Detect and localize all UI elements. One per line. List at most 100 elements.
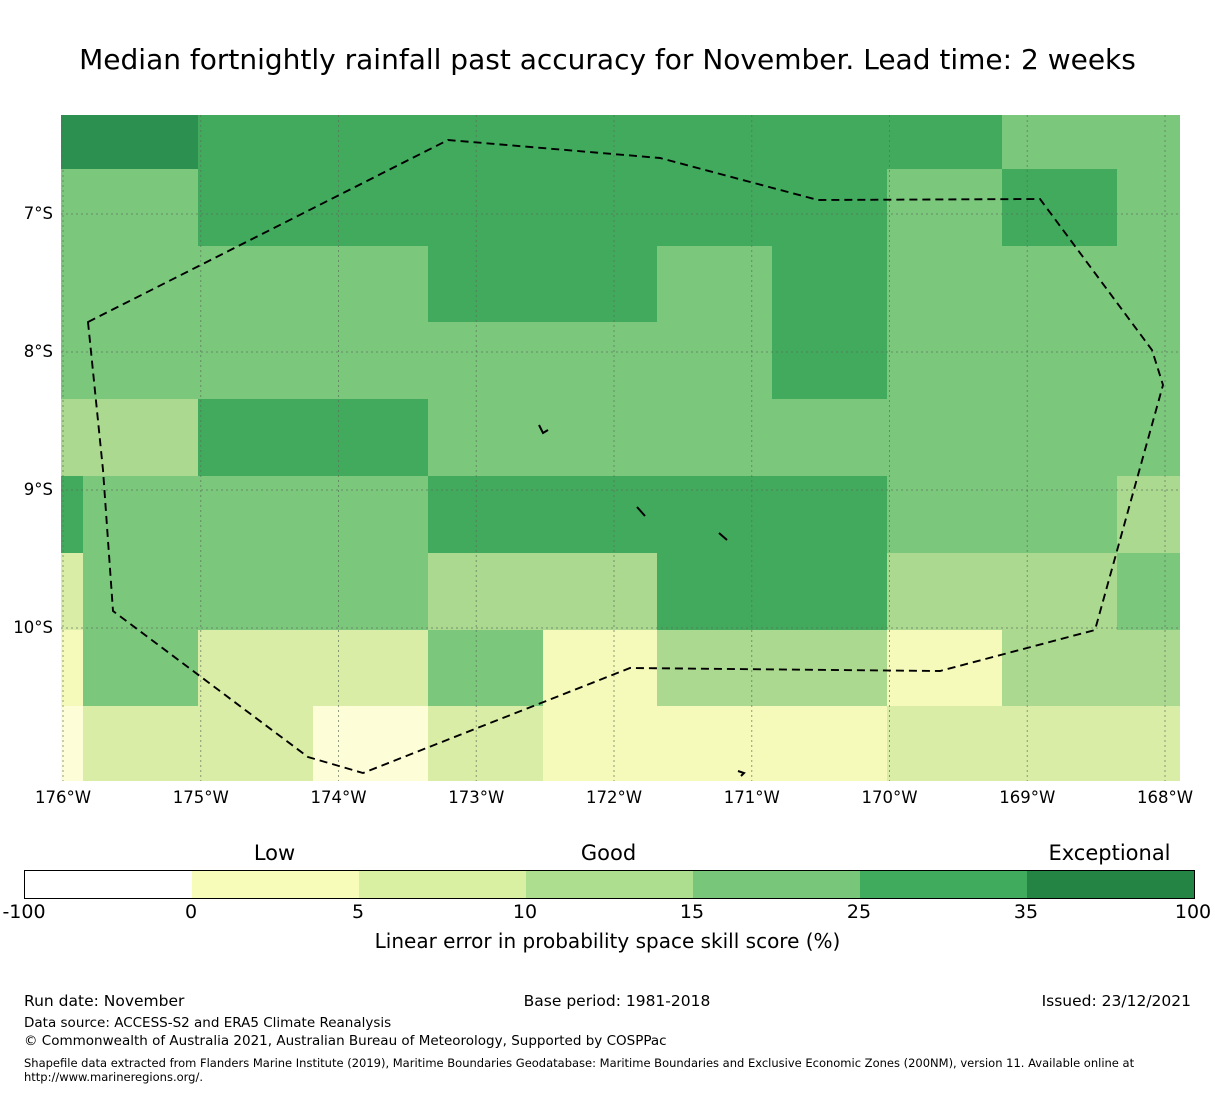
heatmap-cell <box>428 169 543 246</box>
heatmap-cell <box>657 553 772 630</box>
heatmap-cell <box>61 706 83 781</box>
heatmap-cell <box>887 115 1002 169</box>
heatmap-cell <box>657 399 772 476</box>
heatmap-cell <box>772 169 887 246</box>
heatmap-cell <box>428 246 543 322</box>
heatmap-cell <box>83 115 198 169</box>
heatmap-cell <box>543 706 657 781</box>
x-tick-label: 172°W <box>585 788 643 807</box>
heatmap-cell <box>772 706 887 781</box>
heatmap-cell <box>657 322 772 399</box>
eez-boundary-outline <box>86 139 1164 775</box>
heatmap-cell <box>313 553 428 630</box>
heatmap-cell <box>1117 630 1180 706</box>
heatmap-cell <box>198 630 313 706</box>
heatmap-cell <box>313 246 428 322</box>
heatmap-cell <box>772 322 887 399</box>
colorbar-category-label: Low <box>253 841 296 865</box>
heatmap-cell <box>1117 476 1180 553</box>
heatmap-cell <box>1117 169 1180 246</box>
colorbar-segment <box>1027 871 1194 898</box>
heatmap-cell <box>887 246 1002 322</box>
heatmap-cell <box>428 630 543 706</box>
base-period-text: Base period: 1981-2018 <box>523 992 711 1010</box>
heatmap-cell <box>61 553 83 630</box>
heatmap-cell <box>1002 399 1117 476</box>
x-tick-label: 174°W <box>310 788 367 807</box>
heatmap-cell <box>657 476 772 553</box>
heatmap-cell <box>543 476 657 553</box>
heatmap-cell <box>772 630 887 706</box>
colorbar-axis-label: Linear error in probability space skill … <box>374 929 841 953</box>
heatmap-cell <box>1117 115 1180 169</box>
heatmap-cell <box>198 553 313 630</box>
island-mark <box>718 532 728 541</box>
colorbar-tick-label: -100 <box>2 901 46 923</box>
chart-title: Median fortnightly rainfall past accurac… <box>79 42 1136 76</box>
heatmap-cell <box>83 630 198 706</box>
colorbar <box>24 870 1195 899</box>
heatmap-cell <box>1117 706 1180 781</box>
heatmap-cell <box>313 476 428 553</box>
heatmap-cell <box>313 115 428 169</box>
heatmap-cell <box>83 399 198 476</box>
heatmap-cell <box>772 399 887 476</box>
heatmap-cell <box>198 115 313 169</box>
heatmap-cell <box>543 322 657 399</box>
colorbar-tick-label: 15 <box>679 901 705 923</box>
heatmap-cells-layer <box>61 115 1180 781</box>
heatmap-cell <box>61 630 83 706</box>
x-tick-label: 171°W <box>723 788 780 807</box>
heatmap-cell <box>83 246 198 322</box>
heatmap-cell <box>657 706 772 781</box>
heatmap-cell <box>543 169 657 246</box>
heatmap-cell <box>657 169 772 246</box>
colorbar-segment <box>526 871 693 898</box>
heatmap-cell <box>428 399 543 476</box>
copyright-text: © Commonwealth of Australia 2021, Austra… <box>24 1033 667 1049</box>
heatmap-plot-area <box>61 115 1180 781</box>
island-mark <box>538 424 549 435</box>
colorbar-segment <box>693 871 860 898</box>
colorbar-tick-label: 10 <box>512 901 538 923</box>
island-marks-layer <box>538 424 746 777</box>
heatmap-cell <box>1002 476 1117 553</box>
y-tick-label: 9°S <box>23 480 53 499</box>
colorbar-tick-label: 35 <box>1013 901 1039 923</box>
issued-date-text: Issued: 23/12/2021 <box>1041 992 1191 1010</box>
heatmap-cell <box>61 476 83 553</box>
heatmap-cell <box>428 706 543 781</box>
x-tick-label: 175°W <box>172 788 229 807</box>
heatmap-cell <box>61 246 83 322</box>
heatmap-cell <box>198 246 313 322</box>
heatmap-cell <box>198 169 313 246</box>
heatmap-cell <box>198 322 313 399</box>
heatmap-cell <box>313 322 428 399</box>
heatmap-cell <box>543 553 657 630</box>
island-mark <box>737 770 746 777</box>
colorbar-segment <box>860 871 1027 898</box>
heatmap-cell <box>543 399 657 476</box>
heatmap-cell <box>772 476 887 553</box>
heatmap-cell <box>198 399 313 476</box>
heatmap-cell <box>887 322 1002 399</box>
x-tick-label: 169°W <box>999 788 1056 807</box>
heatmap-cell <box>313 630 428 706</box>
y-tick-label: 8°S <box>23 342 53 361</box>
heatmap-cell <box>887 630 1002 706</box>
heatmap-cell <box>1117 246 1180 322</box>
colorbar-tick-label: 5 <box>351 901 365 923</box>
heatmap-cell <box>428 322 543 399</box>
gridlines-layer <box>61 115 1180 781</box>
map-overlay <box>61 115 1180 781</box>
heatmap-cell <box>772 553 887 630</box>
colorbar-tick-label: 25 <box>846 901 872 923</box>
heatmap-cell <box>83 169 198 246</box>
heatmap-cell <box>887 169 1002 246</box>
colorbar-tick-label: 0 <box>184 901 198 923</box>
heatmap-cell <box>772 246 887 322</box>
heatmap-cell <box>313 399 428 476</box>
heatmap-cell <box>428 115 543 169</box>
colorbar-tick-label: 100 <box>1174 901 1212 923</box>
